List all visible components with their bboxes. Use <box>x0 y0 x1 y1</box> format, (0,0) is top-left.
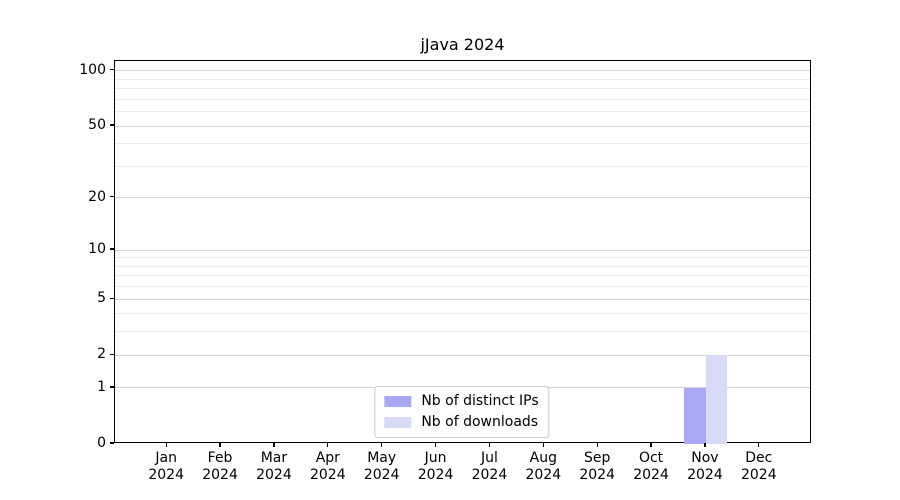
bar-distinct-ips <box>684 387 706 444</box>
gridline-minor <box>115 313 810 315</box>
gridline-minor <box>115 275 810 277</box>
legend-label: Nb of distinct IPs <box>421 393 539 409</box>
x-tick-mark <box>219 443 221 447</box>
legend: Nb of distinct IPs Nb of downloads <box>374 386 550 438</box>
y-tick-label: 0 <box>97 435 106 451</box>
x-tick-mark <box>381 443 383 447</box>
gridline-major <box>115 298 810 300</box>
y-tick-label: 5 <box>97 290 106 307</box>
x-tick-label: Jun 2024 <box>417 450 454 483</box>
x-tick-label: Feb 2024 <box>202 450 238 483</box>
x-tick-mark <box>650 443 652 447</box>
plot-area <box>114 60 811 444</box>
y-tick-label: 2 <box>97 346 106 363</box>
x-tick-mark <box>165 443 167 447</box>
x-tick-mark <box>758 443 760 447</box>
y-tick-mark <box>109 69 114 71</box>
x-tick-label: Aug 2024 <box>525 450 562 483</box>
gridline-major <box>115 197 810 199</box>
gridline-minor <box>115 165 810 167</box>
x-tick-label: Sep 2024 <box>579 450 615 483</box>
y-tick-mark <box>109 196 114 198</box>
chart-title: jJava 2024 <box>420 35 505 54</box>
x-tick-label: Nov 2024 <box>687 450 723 483</box>
y-tick-label: 50 <box>88 117 106 134</box>
gridline-minor <box>115 98 810 100</box>
x-tick-mark <box>596 443 598 447</box>
y-tick-mark <box>109 248 114 250</box>
gridline-major <box>115 354 810 356</box>
y-tick-mark <box>109 124 114 126</box>
x-tick-mark <box>434 443 437 447</box>
y-tick-mark <box>109 442 114 444</box>
legend-swatch <box>384 417 412 428</box>
gridline-minor <box>115 257 810 259</box>
gridline-minor <box>115 286 810 288</box>
gridline-minor <box>115 78 810 80</box>
x-tick-label: Jan 2024 <box>148 450 184 483</box>
gridline-minor <box>115 265 810 267</box>
x-tick-label: Oct 2024 <box>633 450 669 483</box>
y-tick-label: 1 <box>97 378 106 395</box>
legend-row: Nb of downloads <box>384 414 538 431</box>
y-tick-mark <box>109 353 114 355</box>
x-tick-label: May 2024 <box>363 450 400 483</box>
x-tick-label: Apr 2024 <box>309 450 346 483</box>
x-tick-mark <box>488 443 491 447</box>
gridline-minor <box>115 331 810 333</box>
x-tick-mark <box>273 443 275 447</box>
gridline-minor <box>115 111 810 113</box>
y-tick-label: 100 <box>79 61 106 78</box>
x-tick-label: Dec 2024 <box>740 450 777 483</box>
gridline-minor <box>115 88 810 90</box>
x-tick-mark <box>704 443 706 447</box>
gridline-major <box>115 70 810 72</box>
y-tick-mark <box>109 386 114 388</box>
y-tick-label: 20 <box>88 188 106 205</box>
bar-downloads <box>705 355 728 444</box>
y-tick-label: 10 <box>88 241 106 258</box>
x-tick-mark <box>327 443 329 447</box>
legend-row: Nb of distinct IPs <box>384 393 539 410</box>
legend-label: Nb of downloads <box>421 414 539 430</box>
x-tick-label: Jul 2024 <box>471 450 508 483</box>
x-tick-mark <box>542 443 544 447</box>
gridline-major <box>115 125 810 127</box>
legend-swatch <box>384 396 412 407</box>
gridline-minor <box>115 143 810 145</box>
y-tick-mark <box>109 297 114 299</box>
x-tick-label: Mar 2024 <box>256 450 292 483</box>
gridline-major <box>115 249 810 251</box>
